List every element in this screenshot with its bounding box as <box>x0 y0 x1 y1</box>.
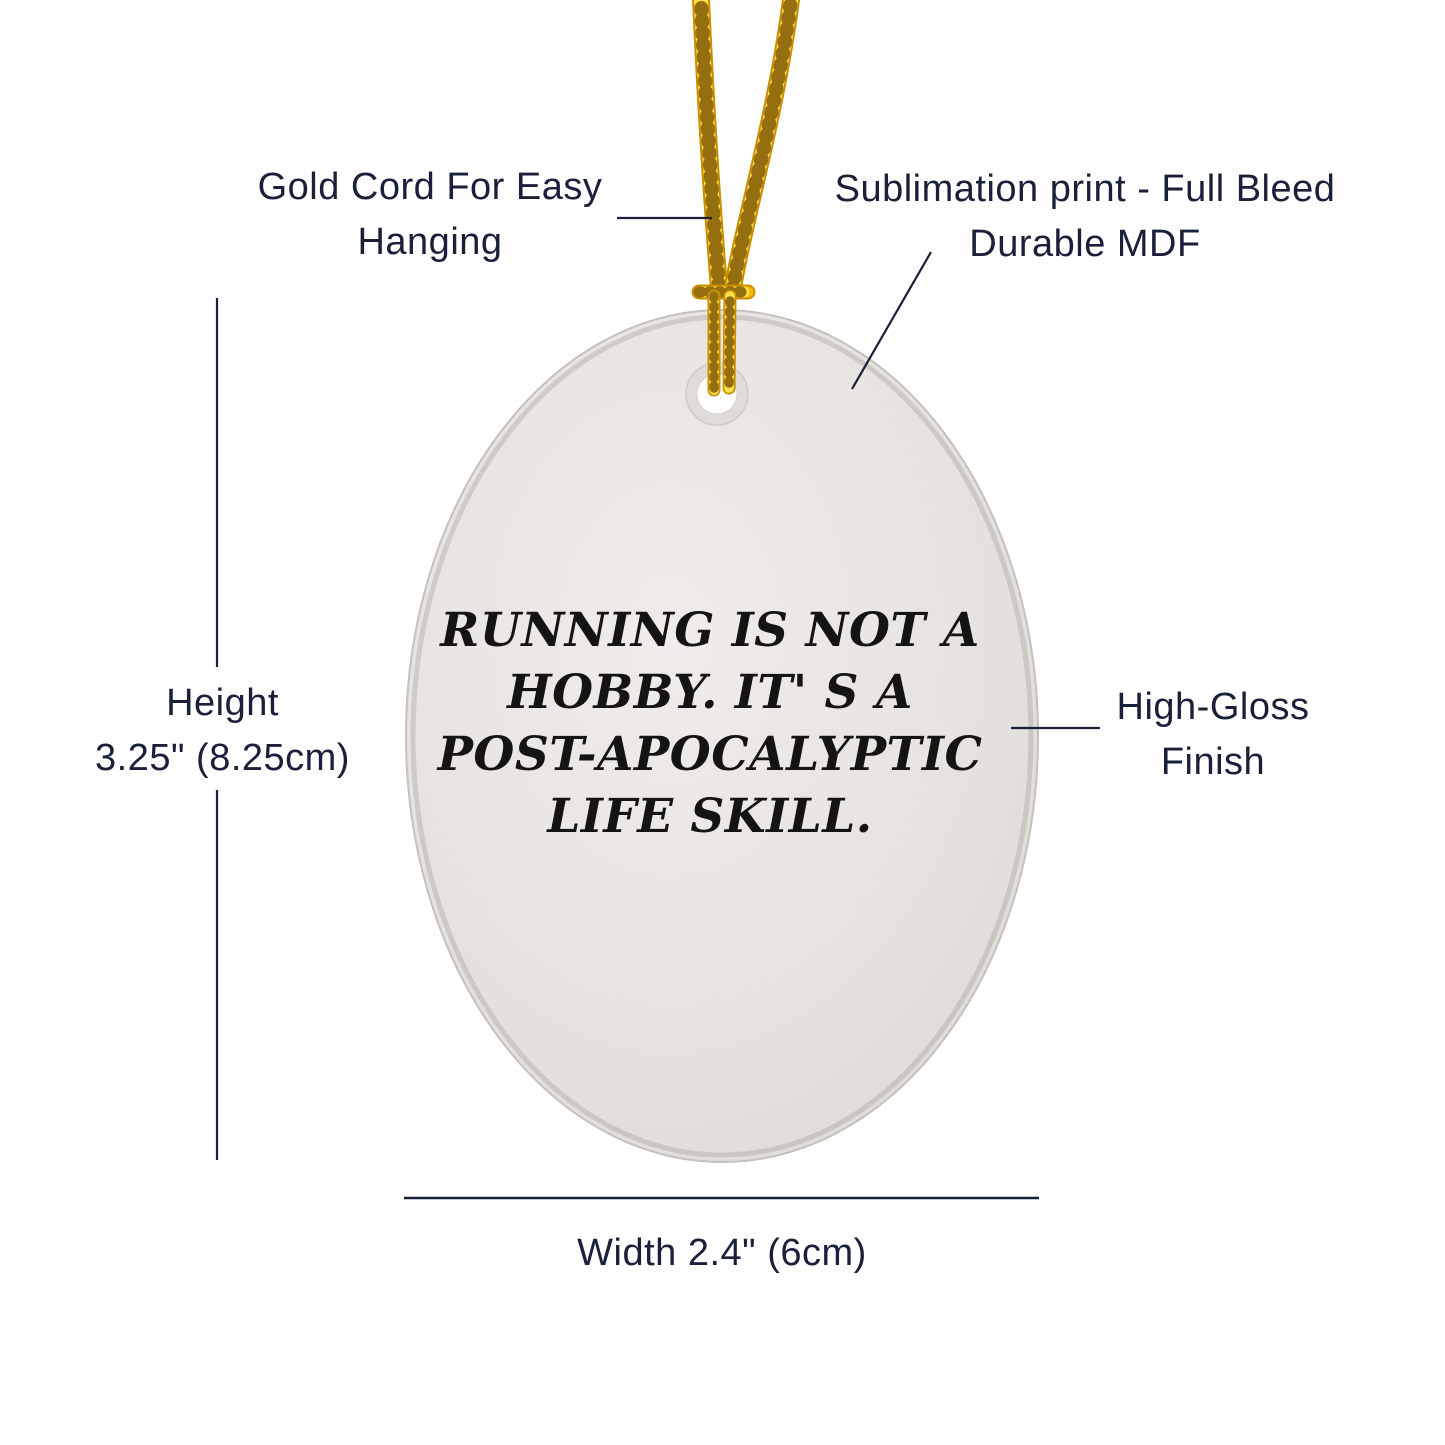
gold-cord-left-strand <box>692 0 728 297</box>
cord-callout-label: Gold Cord For Easy Hanging <box>180 160 680 270</box>
cord-through-hole <box>707 289 737 397</box>
callout-line-print <box>851 251 932 390</box>
gold-cord <box>691 0 800 397</box>
height-dimension-label: Height 3.25" (8.25cm) <box>55 676 390 786</box>
quote-line-4: LIFE SKILL. <box>547 789 873 844</box>
cord-callout-line1: Gold Cord For Easy <box>257 166 603 208</box>
gold-cord-right-strand <box>724 0 800 297</box>
print-callout-line2: Durable MDF <box>969 223 1201 265</box>
width-dimension-label: Width 2.4" (6cm) <box>472 1226 972 1281</box>
quote-line-1: RUNNING IS NOT A <box>440 603 980 658</box>
quote-line-2: HOBBY. IT' S A <box>507 665 913 720</box>
quote-line-3: POST-APOCALYPTIC <box>437 727 983 782</box>
annotation-lines <box>215 216 1100 1200</box>
finish-callout-line1: High-Gloss <box>1116 686 1310 728</box>
cord-callout-line2: Hanging <box>357 221 503 263</box>
ornament-quote: RUNNING IS NOT A HOBBY. IT' S A POST-APO… <box>427 600 993 848</box>
finish-callout-label: High-Gloss Finish <box>1078 680 1348 790</box>
print-callout-line1: Sublimation print - Full Bleed <box>834 168 1336 210</box>
width-label-text: Width 2.4" (6cm) <box>577 1232 867 1274</box>
ornament-oval <box>405 309 1039 1163</box>
height-label-line1: Height <box>166 682 279 724</box>
finish-callout-line2: Finish <box>1160 741 1266 783</box>
height-label-line2: 3.25" (8.25cm) <box>95 737 350 779</box>
print-callout-label: Sublimation print - Full Bleed Durable M… <box>800 162 1370 272</box>
